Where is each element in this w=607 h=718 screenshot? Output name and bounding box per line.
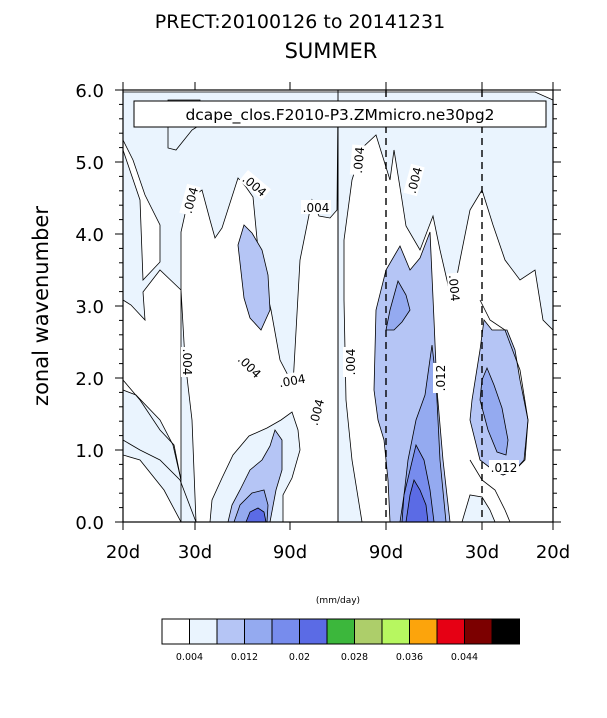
colorbar-label-4: 0.036 <box>396 652 423 663</box>
contour-label-bg <box>234 350 266 382</box>
contour-label-bg <box>349 144 367 176</box>
y-axis-label: zonal wavenumber <box>29 206 53 406</box>
contour-label-bg <box>276 370 308 390</box>
contour-label-text: .012 <box>491 461 518 475</box>
y-tick-label-3: 3.0 <box>75 297 104 318</box>
contour-region-10 <box>479 366 509 456</box>
contour-label-8: .004 <box>343 347 358 377</box>
contour-label-text: .004 <box>278 372 307 390</box>
contour-label-bg <box>239 169 271 201</box>
contour-region-7 <box>227 429 283 523</box>
colorbar-units: (mm/day) <box>316 596 360 606</box>
contour-region-8 <box>385 279 411 331</box>
contour-label-bg <box>489 460 519 474</box>
chart-subtitle: SUMMER <box>285 39 378 63</box>
contour-label-text: .004 <box>344 349 358 376</box>
colorbar-swatch-6 <box>326 618 355 645</box>
x-tick-label-4: 30d <box>465 542 499 563</box>
colorbar-swatch-10 <box>436 618 465 645</box>
contour-label-12: .012 <box>489 460 519 475</box>
x-tick-label-0: 20d <box>106 542 140 563</box>
contour-label-7: .004 <box>349 144 367 176</box>
contour-label-2: .004 <box>301 200 331 215</box>
axis-ticks <box>115 82 561 530</box>
contour-label-text: .004 <box>307 398 327 427</box>
contour-label-9: .004 <box>403 163 425 197</box>
contour-label-text: .012 <box>434 365 448 392</box>
x-tick-label-5: 20d <box>536 542 570 563</box>
contour-line-0 <box>122 379 182 522</box>
contour-label-bg <box>179 183 201 217</box>
contour-label-0: .004 <box>179 183 201 217</box>
colorbar-swatch-8 <box>381 618 410 645</box>
colorbar-swatch-11 <box>464 618 493 645</box>
contour-label-bg <box>343 347 357 377</box>
contour-label-text: .004 <box>181 186 201 215</box>
contour-label-text: .004 <box>351 146 367 174</box>
colorbar-swatch-4 <box>271 618 300 645</box>
colorbar-label-2: 0.02 <box>289 652 310 663</box>
y-tick-label-4: 4.0 <box>75 225 104 246</box>
contour-label-10: .004 <box>446 272 464 304</box>
y-tick-label-2: 2.0 <box>75 369 104 390</box>
y-tick-label-0: 0.0 <box>75 513 104 534</box>
contour-label-bg <box>301 200 331 214</box>
colorbar-label-3: 0.028 <box>341 652 368 663</box>
contour-label-text: .004 <box>405 166 425 195</box>
colorbar-label-0: 0.004 <box>176 652 203 663</box>
contour-label-text: .004 <box>180 349 194 376</box>
y-tick-label-5: 5.0 <box>75 153 104 174</box>
y-tick-label-1: 1.0 <box>75 441 104 462</box>
contour-label-bg <box>403 163 425 197</box>
colorbar-swatch-3 <box>244 618 273 645</box>
contour-label-bg <box>446 272 464 304</box>
contour-label-text: .004 <box>303 201 330 215</box>
contour-label-6: .004 <box>305 395 327 429</box>
colorbar-swatch-12 <box>491 618 520 645</box>
axis-tick-labels: 0.0 1.0 2.0 3.0 4.0 5.0 6.0 20d 30d 90d 90d 30d 20d <box>75 81 570 563</box>
colorbar-swatch-7 <box>354 618 383 645</box>
colorbar-swatch-0 <box>161 618 190 645</box>
colorbar <box>161 618 520 645</box>
contour-line-1 <box>122 439 197 523</box>
contour-label-bg <box>433 363 447 393</box>
x-tick-label-3: 90d <box>369 542 403 563</box>
y-tick-label-6: 6.0 <box>75 81 104 102</box>
contour-label-4: .004 <box>234 350 266 382</box>
colorbar-label-5: 0.044 <box>451 652 478 663</box>
contour-region-3 <box>461 494 496 523</box>
contour-label-bg <box>181 347 195 377</box>
chart-title: PRECT:20100126 to 20141231 <box>155 11 445 33</box>
colorbar-labels: 0.004 0.012 0.02 0.028 0.036 0.044 <box>176 652 478 663</box>
contour-line-4 <box>469 459 511 523</box>
colorbar-swatch-1 <box>189 618 218 645</box>
colorbar-swatch-2 <box>216 618 245 645</box>
colorbar-swatch-9 <box>409 618 438 645</box>
contour-label-5: .004 <box>276 370 308 390</box>
x-tick-label-2: 90d <box>273 542 307 563</box>
contour-label-text: .004 <box>446 274 462 302</box>
colorbar-label-1: 0.012 <box>231 652 258 663</box>
contour-region-4 <box>237 224 271 331</box>
x-tick-label-1: 30d <box>178 542 212 563</box>
contour-label-11: .012 <box>433 363 448 393</box>
contour-label-3: .004 <box>180 347 195 377</box>
case-label-box <box>133 100 547 128</box>
colorbar-swatch-5 <box>299 618 328 645</box>
case-label: dcape_clos.F2010-P3.ZMmicro.ne30pg2 <box>185 106 494 125</box>
contour-label-bg <box>305 395 327 429</box>
